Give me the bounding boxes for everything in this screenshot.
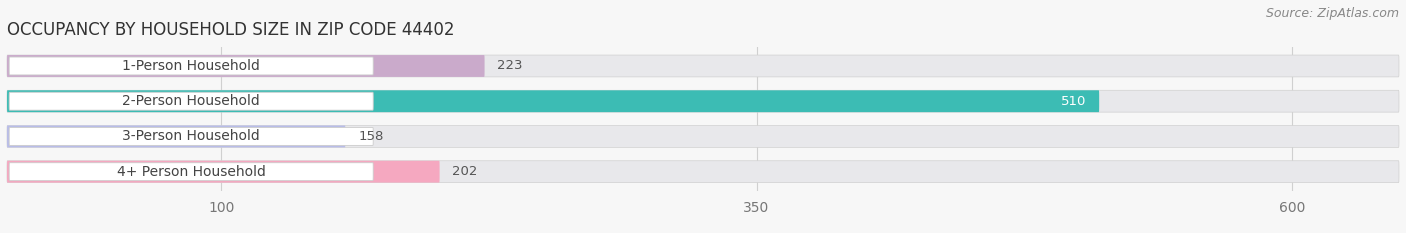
FancyBboxPatch shape — [7, 90, 1399, 112]
Text: 223: 223 — [498, 59, 523, 72]
Text: 4+ Person Household: 4+ Person Household — [117, 165, 266, 179]
FancyBboxPatch shape — [10, 57, 373, 75]
Text: 2-Person Household: 2-Person Household — [122, 94, 260, 108]
FancyBboxPatch shape — [10, 163, 373, 181]
FancyBboxPatch shape — [7, 161, 1399, 183]
Text: Source: ZipAtlas.com: Source: ZipAtlas.com — [1265, 7, 1399, 20]
FancyBboxPatch shape — [7, 55, 485, 77]
Text: 158: 158 — [359, 130, 384, 143]
Text: 1-Person Household: 1-Person Household — [122, 59, 260, 73]
FancyBboxPatch shape — [10, 92, 373, 110]
FancyBboxPatch shape — [7, 55, 1399, 77]
Text: OCCUPANCY BY HOUSEHOLD SIZE IN ZIP CODE 44402: OCCUPANCY BY HOUSEHOLD SIZE IN ZIP CODE … — [7, 21, 454, 39]
Text: 510: 510 — [1062, 95, 1087, 108]
FancyBboxPatch shape — [7, 161, 440, 183]
FancyBboxPatch shape — [7, 126, 346, 147]
Text: 202: 202 — [453, 165, 478, 178]
FancyBboxPatch shape — [7, 126, 1399, 147]
Text: 3-Person Household: 3-Person Household — [122, 130, 260, 144]
FancyBboxPatch shape — [10, 127, 373, 145]
FancyBboxPatch shape — [7, 90, 1099, 112]
